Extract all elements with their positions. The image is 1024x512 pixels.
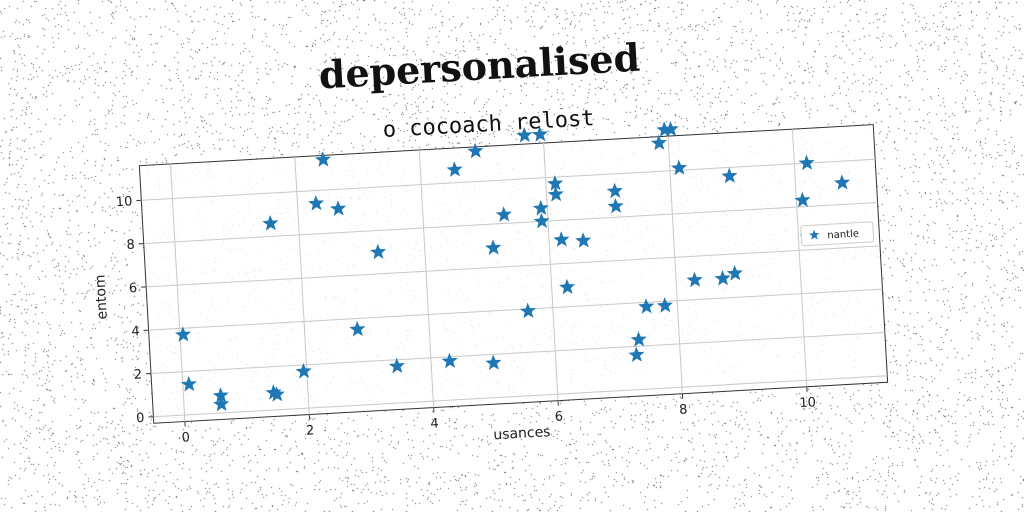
y-axis-ticks: 0 2 4 6 8 10 [115, 194, 154, 426]
grid-line-x [667, 136, 683, 394]
grid-line-y [150, 331, 885, 374]
grid-line-y [146, 245, 881, 288]
data-point-star [607, 197, 624, 214]
grid [141, 129, 888, 422]
grid-line-y [143, 202, 878, 245]
x-tick-label: 4 [430, 416, 439, 431]
data-point-star [495, 206, 512, 222]
data-point-star [369, 243, 387, 260]
legend: nantle [800, 221, 875, 247]
data-point-star [547, 175, 564, 191]
grid-line-x [418, 149, 435, 408]
data-point-star [662, 120, 679, 137]
grid-line-y [153, 375, 888, 418]
data-point-star [794, 191, 811, 208]
data-point-star [349, 320, 366, 337]
y-tick-label: 0 [136, 411, 145, 426]
x-tick-label: 6 [554, 409, 563, 424]
data-point-star [630, 331, 647, 347]
x-tick-label: 2 [306, 423, 315, 438]
data-point-star [606, 182, 623, 199]
data-point-star [650, 134, 667, 151]
data-point-star [213, 395, 230, 412]
grid-line-y [141, 158, 876, 201]
y-tick-label: 10 [115, 194, 132, 210]
grid-line-x [169, 163, 186, 422]
plot-frame [138, 124, 889, 424]
x-tick-label: 10 [799, 395, 816, 411]
data-point-star [446, 161, 463, 177]
y-tick-label: 6 [129, 281, 138, 296]
data-point-star [295, 362, 312, 379]
data-point-star [485, 239, 502, 256]
data-point-star [575, 232, 592, 248]
data-point-star [553, 231, 570, 247]
data-point-star [519, 302, 536, 319]
x-tick-label: 0 [181, 430, 190, 445]
data-point-star [180, 375, 197, 392]
chart-title: depersonalised [318, 35, 642, 98]
data-point-star [485, 354, 502, 371]
data-point-star [212, 387, 229, 403]
grid-line-x [543, 143, 559, 401]
data-point-star [516, 126, 533, 143]
data-point-star [307, 195, 325, 211]
data-point-star [670, 159, 688, 176]
y-axis-label: entom [92, 274, 110, 320]
x-axis-label: usances [493, 424, 551, 443]
legend-label: nantle [827, 229, 859, 242]
data-point-star [330, 200, 347, 216]
data-point-star [268, 386, 285, 402]
x-axis-ticks: 0 2 4 6 8 10 [181, 386, 816, 446]
data-point-star [532, 199, 549, 216]
data-point-star [833, 174, 851, 190]
data-point-star [262, 214, 279, 231]
data-point-star [559, 278, 576, 295]
series-nantle [174, 120, 851, 412]
chart-subtitle: o cocoach relost [382, 106, 595, 143]
y-tick-label: 8 [126, 238, 135, 253]
data-point-star [533, 212, 550, 229]
legend-box [800, 221, 875, 247]
data-point-star [721, 167, 738, 184]
data-point-star [388, 357, 405, 374]
data-point-star [547, 185, 564, 202]
legend-star-marker [808, 229, 820, 240]
data-point-star [656, 297, 673, 313]
data-point-star [441, 352, 458, 369]
x-tick-label: 8 [679, 402, 688, 417]
grid-line-x [791, 129, 808, 387]
data-point-star [798, 154, 815, 171]
grid-line-y [148, 288, 883, 331]
data-point-star [638, 298, 655, 314]
data-point-star [714, 270, 731, 286]
plot-area: 0 2 4 6 8 10 0 2 4 6 8 10 usances entom nantle [92, 120, 889, 446]
data-point-star [628, 346, 645, 363]
data-point-star [686, 271, 703, 288]
y-tick-label: 4 [131, 324, 140, 339]
data-point-star [467, 142, 484, 159]
data-point-star [531, 126, 548, 142]
data-point-star [726, 265, 743, 281]
y-tick-label: 2 [133, 367, 142, 382]
data-point-star [314, 151, 332, 167]
data-point-star [174, 326, 192, 342]
